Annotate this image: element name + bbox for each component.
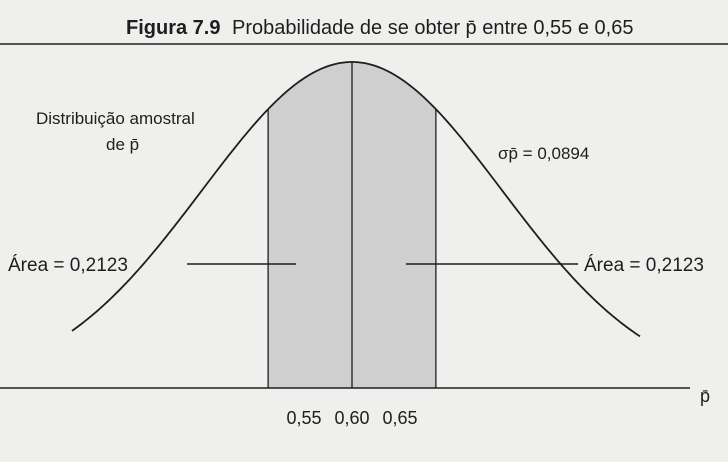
right-area-label: Área = 0,2123 <box>584 255 704 276</box>
x-tick-label: 0,60 <box>334 408 369 428</box>
curve-label-line2: de p̄ <box>106 135 139 154</box>
plot-area: 0,55 0,60 0,65 <box>0 61 690 428</box>
left-area-label: Área = 0,2123 <box>8 255 128 276</box>
x-tick-label: 0,65 <box>382 408 417 428</box>
x-tick-label: 0,55 <box>286 408 321 428</box>
x-axis-label: p̄ <box>700 386 710 406</box>
figure-title: Figura 7.9 Probabilidade de se obter p̄ … <box>126 17 633 39</box>
figure-title-number: Figura 7.9 <box>126 17 220 39</box>
curve-label-line1: Distribuição amostral <box>36 109 195 128</box>
figure-title-text: Probabilidade de se obter p̄ entre 0,55 … <box>232 17 633 39</box>
std-error-label: σp̄ = 0,0894 <box>498 144 589 163</box>
distribution-curve <box>71 61 641 338</box>
